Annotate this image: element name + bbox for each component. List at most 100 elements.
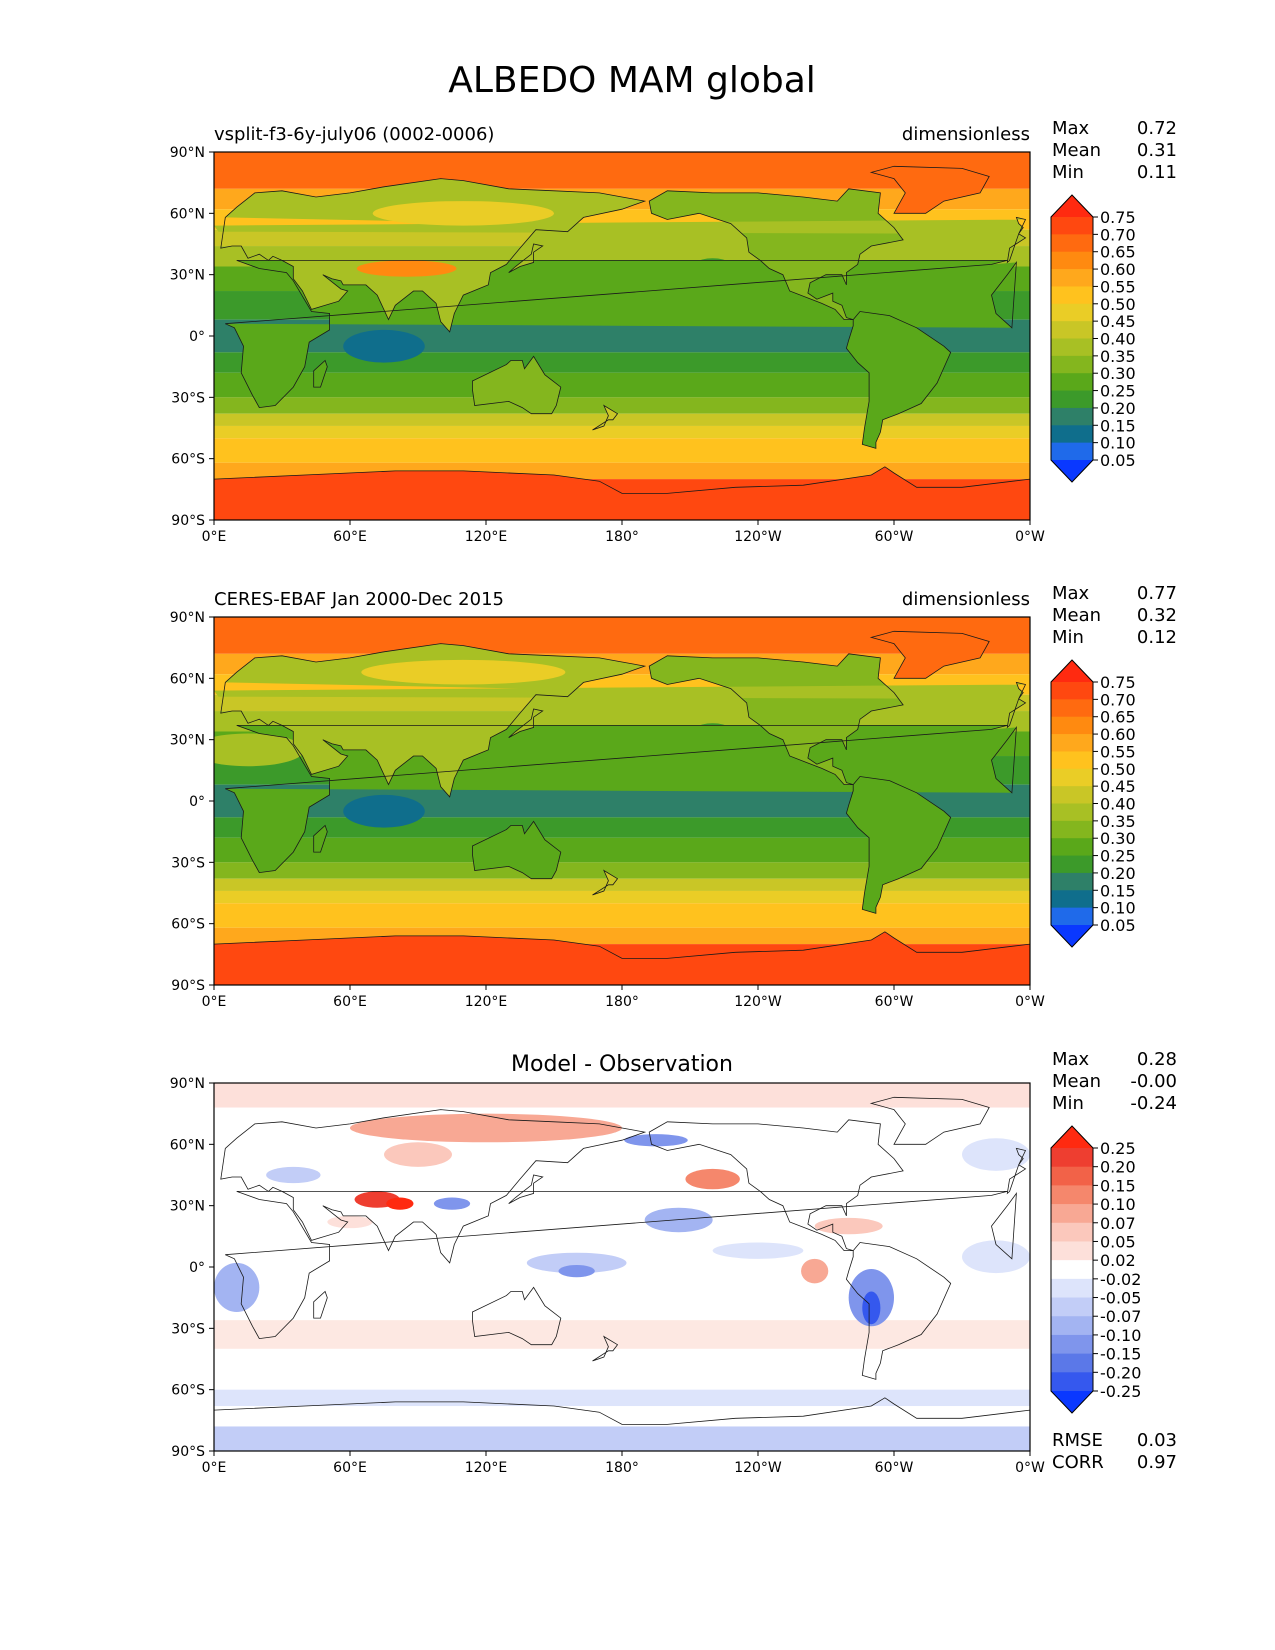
coastline-australia	[472, 355, 562, 415]
colorbar-extend-max	[1051, 1126, 1093, 1148]
x-tick-label: 60°E	[333, 994, 367, 1010]
colorbar-label: 0.75	[1100, 208, 1136, 227]
colorbar-label: 0.45	[1100, 312, 1136, 331]
coastline-madagascar	[313, 1290, 328, 1319]
colorbar-segment	[1051, 234, 1093, 253]
x-tick-label: 60°W	[875, 1460, 914, 1476]
colorbar-label: 0.30	[1100, 364, 1136, 383]
coastline-eurasia-west	[1006, 698, 1027, 729]
diff-region-5	[526, 1252, 627, 1274]
stat-value: 0.31	[1137, 140, 1177, 161]
diff-region-0	[350, 1113, 622, 1143]
colorbar-segment	[1051, 321, 1093, 340]
stat-value: 0.97	[1137, 1452, 1177, 1473]
colorbar-label: -0.15	[1100, 1345, 1141, 1364]
colorbar-segment	[1051, 390, 1093, 409]
stat-label: Max	[1052, 1049, 1090, 1070]
colorbar-label: 0.60	[1100, 725, 1136, 744]
y-tick-label: 0°	[189, 1260, 205, 1276]
y-tick-label: 30°N	[170, 268, 205, 284]
coastline-japan	[508, 1174, 544, 1204]
colorbar-segment	[1051, 682, 1093, 700]
diff-region-3	[386, 1197, 414, 1210]
colorbar-label: 0.20	[1100, 1158, 1136, 1177]
coastline-australia	[472, 1286, 562, 1346]
colorbar-segment	[1051, 269, 1093, 288]
siberia-patch	[372, 201, 554, 226]
colorbar-segment	[1051, 751, 1093, 770]
colorbar-extend-min	[1051, 925, 1093, 947]
land-new-zealand	[592, 405, 618, 430]
colorbar-label: 0.35	[1100, 347, 1136, 366]
diff-region-15	[712, 1242, 804, 1259]
coastline-eurasia	[220, 643, 647, 798]
map-band-8	[214, 817, 1030, 838]
diff-region-1	[384, 1142, 452, 1167]
coastline-japan	[508, 708, 544, 738]
coastline-eurasia-west	[1006, 1164, 1027, 1195]
colorbar-label: -0.02	[1100, 1270, 1141, 1289]
x-tick-label: 180°	[605, 1460, 639, 1476]
map-band-8	[214, 352, 1030, 373]
colorbar-label: -0.05	[1100, 1289, 1141, 1308]
coastline-south-america	[845, 776, 952, 914]
diff-band-0	[214, 1083, 1030, 1108]
colorbar: 0.750.700.650.600.550.500.450.400.350.30…	[1050, 659, 1136, 948]
colorbar-label: 0.05	[1100, 1232, 1136, 1251]
stat-value: 0.03	[1137, 1430, 1177, 1451]
panel-title-center: Model - Observation	[511, 1052, 733, 1077]
y-tick-label: 30°N	[170, 733, 205, 749]
stat-label: Mean	[1052, 140, 1101, 161]
colorbar-label: 0.60	[1100, 260, 1136, 279]
y-tick-label: 90°S	[171, 513, 205, 529]
y-tick-label: 30°S	[171, 855, 205, 871]
stat-label: Max	[1052, 583, 1090, 604]
coastline-britain-west	[1015, 681, 1027, 700]
coastline-africa	[225, 725, 1008, 874]
diff-region-14	[624, 1134, 688, 1147]
x-tick-label: 60°W	[875, 529, 914, 545]
x-tick-label: 180°	[605, 529, 639, 545]
colorbar-label: 0.55	[1100, 742, 1136, 761]
coastline-madagascar	[313, 359, 328, 388]
colorbar-label: 0.25	[1100, 1139, 1136, 1158]
coastline-africa-west	[991, 726, 1017, 794]
colorbar-segment	[1051, 1372, 1093, 1392]
y-tick-label: 60°S	[171, 452, 205, 468]
coastline-antarctica	[214, 466, 1030, 520]
map-band-13	[214, 903, 1030, 928]
y-tick-label: 90°N	[170, 1076, 205, 1092]
colorbar-segment	[1051, 338, 1093, 357]
figure-title: ALBEDO MAM global	[448, 60, 816, 101]
colorbar-label: 0.70	[1100, 690, 1136, 709]
coastline-japan	[508, 243, 544, 273]
x-tick-label: 0°W	[1015, 1460, 1045, 1476]
land-south-america	[846, 776, 951, 914]
coastline-britain-west	[1015, 216, 1027, 235]
colorbar-segment	[1051, 442, 1093, 461]
diff-band-1	[214, 1320, 1030, 1349]
colorbar-label: 0.15	[1100, 881, 1136, 900]
stat-label: Min	[1052, 1093, 1084, 1114]
colorbar-segment	[1051, 907, 1093, 926]
colorbar-label: 0.75	[1100, 673, 1136, 692]
colorbar: 0.750.700.650.600.550.500.450.400.350.30…	[1050, 194, 1136, 483]
diff-region-10	[862, 1291, 881, 1325]
x-tick-label: 120°E	[465, 1460, 508, 1476]
colorbar-segment	[1051, 1334, 1093, 1355]
coastline-south-america	[845, 311, 952, 449]
stat-value: 0.28	[1137, 1049, 1177, 1070]
map-field	[214, 152, 1030, 520]
colorbar-segment	[1051, 716, 1093, 735]
coastline-antarctica	[214, 931, 1030, 985]
stat-label: Mean	[1052, 1071, 1101, 1092]
coastline-new-zealand	[592, 1335, 619, 1362]
panel-units: dimensionless	[902, 124, 1030, 145]
colorbar-label: 0.15	[1100, 1176, 1136, 1195]
colorbar-label: 0.70	[1100, 225, 1136, 244]
map-band-13	[214, 438, 1030, 463]
map-band-12	[214, 890, 1030, 904]
panel-title-left: vsplit-f3-6y-july06 (0002-0006)	[214, 124, 494, 145]
stat-label: CORR	[1052, 1452, 1104, 1473]
sahara-patch	[214, 733, 305, 767]
